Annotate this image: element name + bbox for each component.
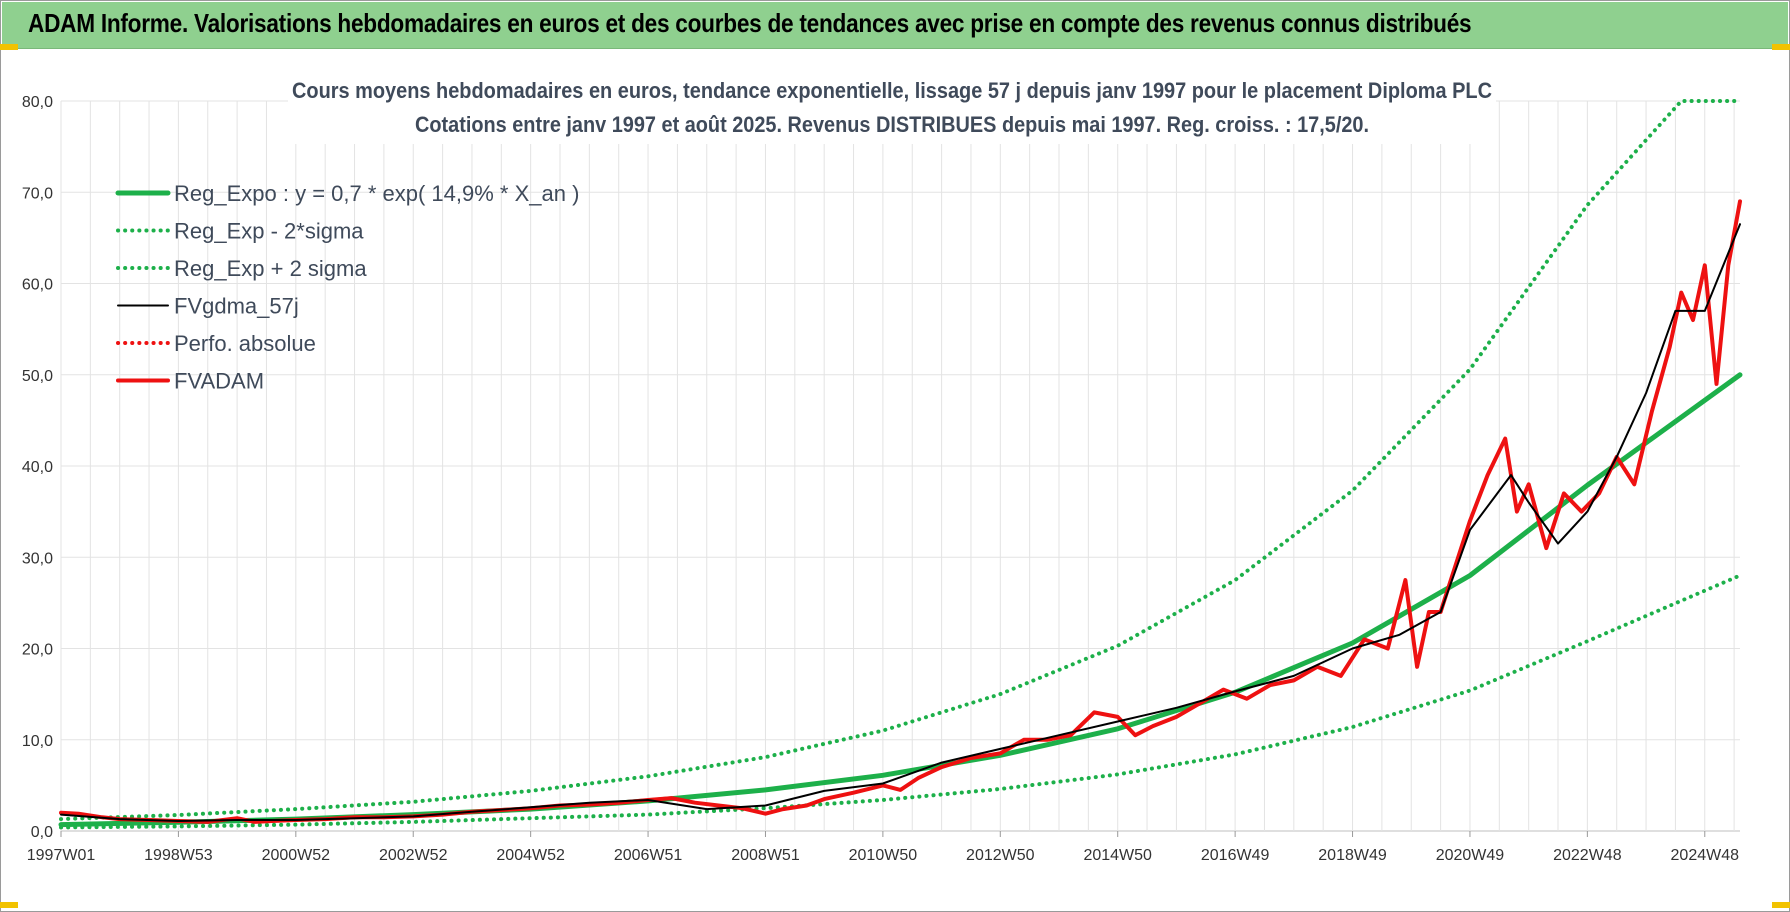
x-tick-label: 2008W51: [731, 847, 800, 864]
y-tick-label: 80,0: [22, 94, 53, 111]
x-tick-label: 2020W49: [1436, 847, 1505, 864]
report-banner: ADAM Informe. Valorisations hebdomadaire…: [2, 2, 1788, 49]
x-tick-label: 1998W53: [144, 847, 213, 864]
series-line-3: [60, 223, 1741, 822]
legend-label: Reg_Exp - 2*sigma: [174, 219, 364, 244]
y-tick-label: 0,0: [31, 824, 53, 841]
legend-label: Reg_Exp + 2 sigma: [174, 256, 367, 281]
y-tick-label: 50,0: [22, 368, 53, 385]
gridlines: [60, 100, 1740, 832]
legend-label: FVADAM: [174, 369, 264, 394]
banner-title: ADAM Informe. Valorisations hebdomadaire…: [28, 8, 1472, 38]
x-tick-label: 1997W01: [27, 847, 96, 864]
y-tick-label: 20,0: [22, 642, 53, 659]
chart-title: Cours moyens hebdomadaires en euros, ten…: [292, 78, 1492, 103]
y-tick-label: 70,0: [22, 185, 53, 202]
x-tick-label: 2016W49: [1201, 847, 1270, 864]
corner-marker-top-right: [1772, 44, 1790, 50]
series-lines: [58, 99, 1743, 830]
legend-label: Reg_Expo : y = 0,7 * exp( 14,9% * X_an ): [174, 181, 579, 206]
corner-marker-bottom-left: [0, 902, 18, 908]
chart-subtitle: Cotations entre janv 1997 et août 2025. …: [415, 112, 1369, 137]
series-line-0: [58, 372, 1743, 828]
legend: Reg_Expo : y = 0,7 * exp( 14,9% * X_an )…: [115, 181, 579, 394]
x-tick-label: 2014W50: [1083, 847, 1152, 864]
title-background: [288, 72, 1496, 144]
series-line-2: [59, 99, 1742, 822]
series-line-5: [59, 199, 1742, 824]
x-tick-label: 2010W50: [849, 847, 918, 864]
x-tick-label: 2024W48: [1671, 847, 1740, 864]
x-tick-label: 2022W48: [1553, 847, 1622, 864]
y-axis-ticks: 0,0 10,0 20,0 30,0 40,0 50,0 60,0 70,0 80,0: [22, 94, 53, 841]
series-line-1: [59, 573, 1742, 830]
x-tick-label: 2002W52: [379, 847, 448, 864]
x-tick-label: 2012W50: [966, 847, 1035, 864]
y-tick-label: 30,0: [22, 550, 53, 567]
y-tick-label: 60,0: [22, 277, 53, 294]
legend-label: FVgdma_57j: [174, 294, 299, 319]
legend-label: Perfo. absolue: [174, 331, 316, 356]
x-tick-label: 2018W49: [1318, 847, 1387, 864]
x-tick-label: 2006W51: [614, 847, 683, 864]
y-tick-label: 10,0: [22, 733, 53, 750]
corner-marker-bottom-right: [1772, 902, 1790, 908]
x-axis-ticks: 1997W01 1998W53 2000W52 2002W52 2004W52 2006W…: [27, 831, 1739, 864]
x-tick-label: 2000W52: [262, 847, 331, 864]
x-tick-label: 2004W52: [496, 847, 565, 864]
y-tick-label: 40,0: [22, 459, 53, 476]
corner-marker-top-left: [0, 44, 18, 50]
